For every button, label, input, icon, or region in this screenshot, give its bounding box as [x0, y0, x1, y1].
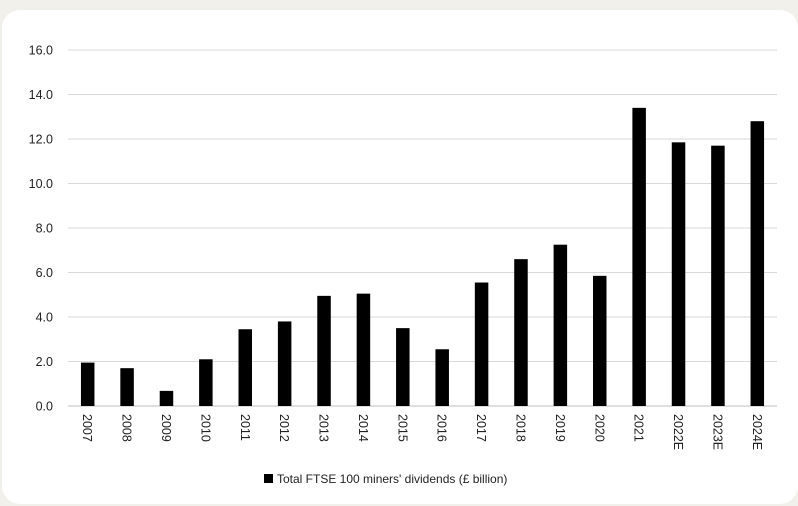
x-tick-label: 2010 [198, 414, 212, 442]
y-tick-label: 6.0 [36, 266, 53, 280]
x-tick-label: 2024E [750, 414, 764, 450]
x-tick-label: 2023E [710, 414, 724, 450]
legend-label: Total FTSE 100 miners' dividends (£ bill… [277, 472, 507, 486]
bar [277, 321, 292, 406]
bar [514, 259, 528, 406]
bar [80, 362, 95, 406]
y-tick-label: 10.0 [29, 177, 53, 191]
x-axis-ticks: 2007 2008 2009 2010 2011 2012 2013 2014 2015 2016… [80, 414, 764, 450]
bar [632, 107, 646, 406]
y-tick-label: 2.0 [36, 355, 53, 369]
x-tick-label: 2012 [277, 414, 291, 442]
x-tick-label: 2011 [238, 414, 252, 441]
x-tick-label: 2021 [632, 414, 646, 442]
x-tick-label: 2022E [671, 414, 685, 450]
bar [238, 329, 252, 406]
bar [199, 359, 213, 406]
bar [396, 328, 410, 406]
y-tick-label: 4.0 [36, 311, 53, 325]
bar [317, 295, 331, 406]
x-tick-label: 2013 [317, 414, 331, 442]
bar [750, 121, 765, 406]
bar [356, 293, 371, 406]
x-tick-label: 2014 [356, 414, 370, 442]
bars [80, 107, 765, 407]
x-tick-label: 2016 [435, 414, 449, 442]
y-tick-label: 14.0 [29, 88, 53, 102]
gridlines [68, 49, 777, 407]
y-tick-label: 0.0 [36, 400, 53, 414]
x-tick-label: 2015 [395, 414, 409, 442]
bar [671, 142, 686, 406]
y-tick-label: 16.0 [29, 44, 53, 58]
bar [120, 368, 134, 406]
x-tick-label: 2009 [159, 414, 173, 442]
y-tick-label: 8.0 [36, 222, 53, 236]
x-tick-label: 2020 [592, 414, 606, 442]
chart-card [2, 10, 798, 504]
x-tick-label: 2019 [553, 414, 567, 442]
x-tick-label: 2007 [80, 414, 94, 442]
bar [553, 244, 568, 406]
bar [159, 390, 174, 406]
bar [711, 145, 725, 407]
legend: Total FTSE 100 miners' dividends (£ bill… [264, 472, 507, 486]
bar [435, 349, 449, 406]
legend-swatch [264, 474, 273, 483]
x-tick-label: 2018 [513, 414, 527, 442]
y-axis-ticks: 0.0 2.0 4.0 6.0 8.0 10.0 12.0 14.0 16.0 [29, 44, 53, 414]
x-tick-label: 2008 [120, 414, 134, 442]
bar [474, 282, 489, 406]
bar [593, 275, 607, 406]
y-tick-label: 12.0 [29, 133, 53, 147]
x-tick-label: 2017 [474, 414, 488, 442]
